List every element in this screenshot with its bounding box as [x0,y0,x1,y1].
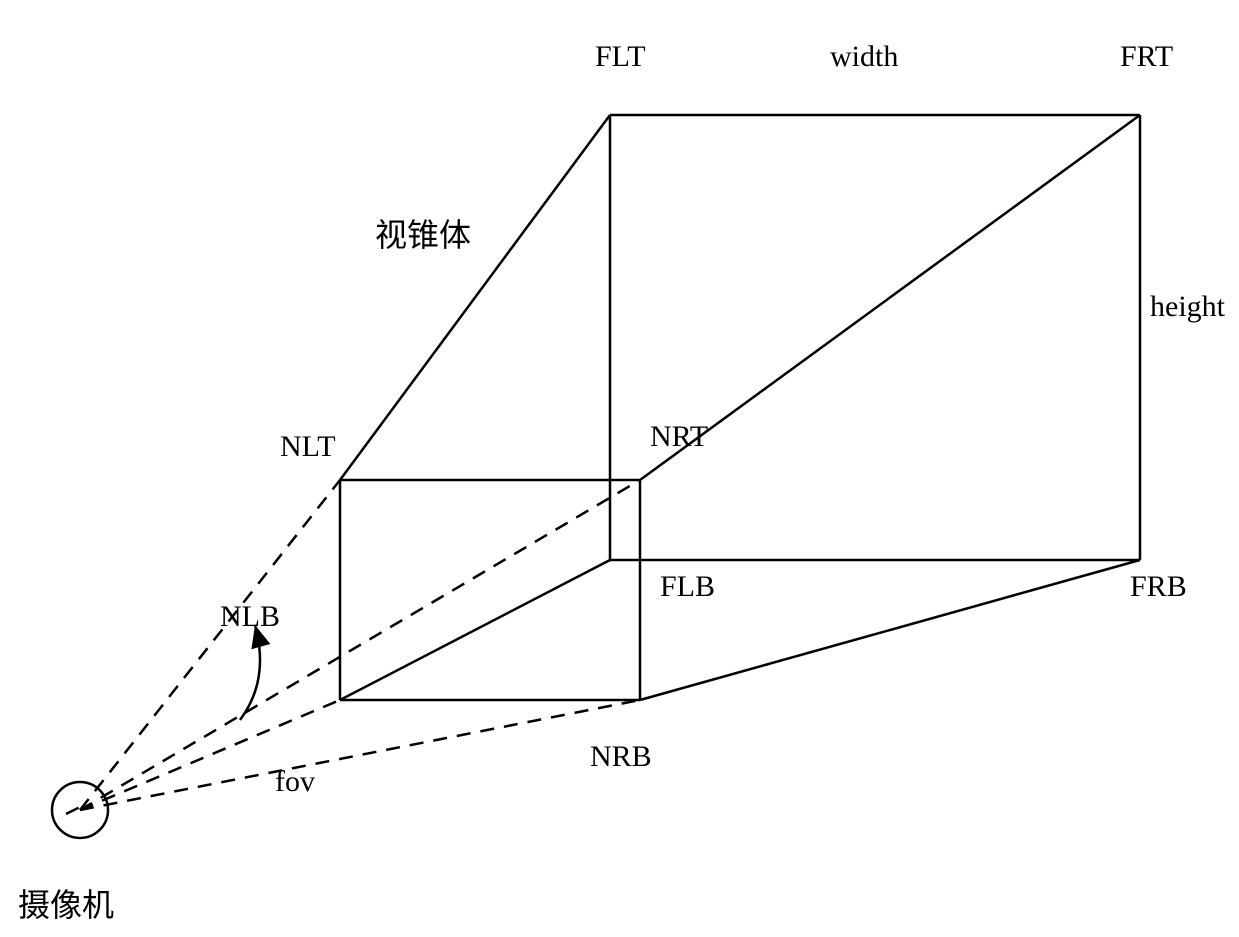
frustum-svg [0,0,1239,937]
label-nrt: NRT [650,420,708,454]
label-width: width [830,40,898,74]
label-nlt: NLT [280,430,336,464]
label-camera: 摄像机 [18,880,114,926]
label-nrb: NRB [590,740,652,774]
label-height: height [1150,290,1225,324]
diagram-canvas: FLT width FRT 视锥体 height NLT NRT FLB FRB… [0,0,1239,937]
label-frt: FRT [1120,40,1173,74]
label-fov: fov [275,765,315,799]
label-nlb: NLB [220,600,280,634]
label-flb: FLB [660,570,715,604]
label-frb: FRB [1130,570,1187,604]
label-flt: FLT [595,40,646,74]
label-frustum: 视锥体 [375,210,471,256]
